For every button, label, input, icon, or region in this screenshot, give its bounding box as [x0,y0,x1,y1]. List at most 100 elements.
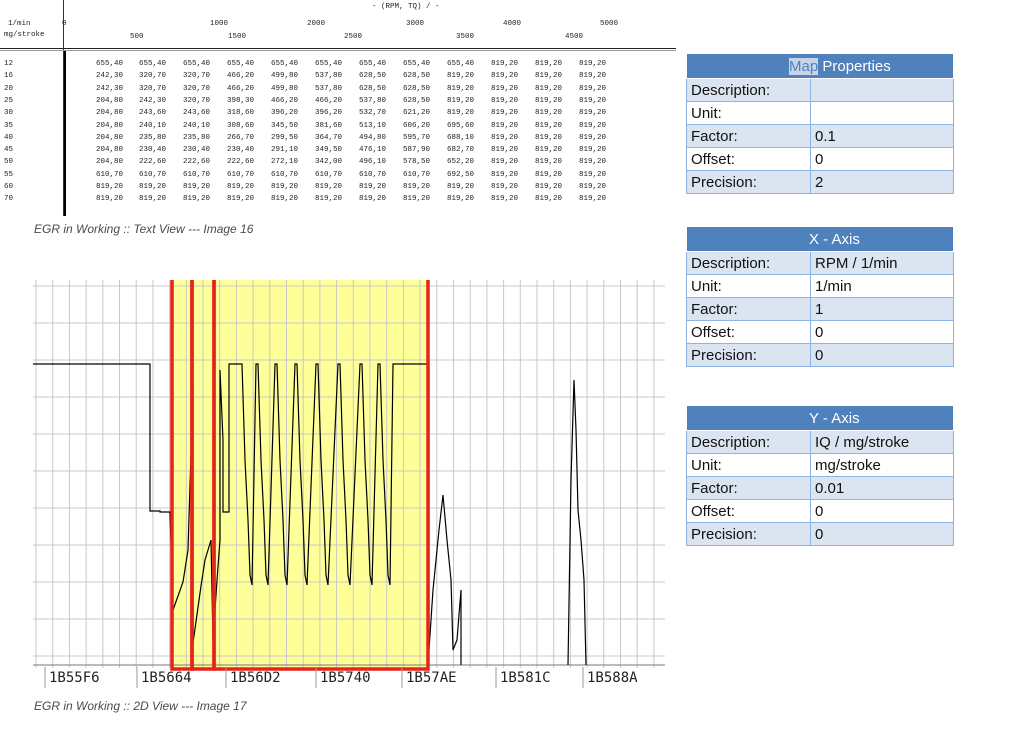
x-axis-title: X - Axis [686,226,954,252]
row-axis-divider [63,0,64,216]
property-key: Unit: [686,274,811,298]
table-cell: 819,20 [578,121,606,130]
table-cell: 819,20 [446,195,474,204]
table-cell: 628,50 [402,84,430,93]
table-cell: 819,20 [534,72,562,81]
table-cell: 610,70 [402,170,430,179]
table-cell: 655,40 [402,60,430,68]
table-cell: 499,80 [270,84,298,93]
rpm-tick-top: 3000 [406,20,425,28]
table-cell: 466,20 [226,72,254,81]
table-cell: 819,20 [446,183,474,191]
table-cell: 364,70 [314,133,342,142]
table-cell: 628,50 [402,96,430,105]
table-cell: 819,20 [314,195,342,204]
table-cell: 610,70 [95,170,123,179]
header-divider-secondary [0,50,676,51]
table-cell: 819,20 [490,195,518,204]
property-row: Precision: 0 [686,343,954,367]
address-label: 1B588A [587,670,638,686]
row-label: 45 [4,146,14,155]
property-key: Factor: [686,124,811,148]
property-value: 0 [810,147,954,171]
address-label: 1B57AE [406,670,457,686]
address-label: 1B5740 [320,670,371,686]
table-cell: 610,70 [138,170,166,179]
table-cell: 537,80 [314,72,342,81]
table-cell: 819,20 [226,195,254,204]
table-cell: 819,20 [578,60,606,68]
table-cell: 819,20 [534,109,562,118]
table-cell: 204,80 [95,121,123,130]
table-cell: 819,20 [138,195,166,204]
table-cell: 242,30 [138,96,166,105]
table-cell: 513,10 [358,121,386,130]
table-cell: 466,20 [226,84,254,93]
view-2d-caption: EGR in Working :: 2D View --- Image 17 [34,699,247,713]
row-label: 60 [4,183,14,191]
table-cell: 819,20 [226,183,254,191]
property-key: Unit: [686,101,811,125]
row-label: 50 [4,158,14,167]
table-cell: 242,30 [95,84,123,93]
property-key: Factor: [686,297,811,321]
table-cell: 819,20 [578,133,606,142]
property-value: 0.1 [810,124,954,148]
table-cell: 819,20 [314,183,342,191]
table-cell: 819,20 [182,183,210,191]
table-cell: 655,40 [358,60,386,68]
rpm-tick-bottom: 2500 [344,33,363,41]
table-cell: 655,40 [314,60,342,68]
table-cell: 204,80 [95,133,123,142]
property-value [810,101,954,125]
table-cell: 610,70 [226,170,254,179]
table-cell: 299,50 [270,133,298,142]
map-properties-table: Map Properties Description: Unit: Factor: 0… [686,53,954,194]
table-cell: 819,20 [358,183,386,191]
property-row: Precision: 2 [686,170,954,194]
table-cell: 655,40 [182,60,210,68]
table-cell: 819,20 [578,195,606,204]
table-cell: 320,70 [138,84,166,93]
property-key: Unit: [686,453,811,477]
address-label: 1B5664 [141,670,192,686]
address-label: 1B55F6 [49,670,100,686]
property-value: mg/stroke [810,453,954,477]
table-cell: 610,70 [270,170,298,179]
table-cell: 819,20 [490,170,518,179]
table-cell: 476,10 [358,146,386,155]
table-cell: 320,70 [182,84,210,93]
table-cell: 819,20 [578,158,606,167]
table-cell: 466,20 [314,96,342,105]
property-value: 0 [810,343,954,367]
property-key: Precision: [686,522,811,546]
property-key: Description: [686,430,811,454]
property-row: Unit: 1/min [686,274,954,298]
table-cell: 655,40 [446,60,474,68]
selection-box [212,280,430,671]
property-key: Description: [686,78,811,102]
table-cell: 204,80 [95,146,123,155]
table-cell: 819,20 [402,195,430,204]
table-cell: 628,50 [358,84,386,93]
table-cell: 819,20 [446,96,474,105]
table-cell: 621,20 [402,109,430,118]
table-cell: 819,20 [534,121,562,130]
property-key: Precision: [686,170,811,194]
table-cell: 204,80 [95,96,123,105]
table-cell: 537,80 [358,96,386,105]
data-trace [33,363,587,666]
y-axis-table: Y - Axis Description: IQ / mg/stroke Unit:… [686,405,954,546]
table-cell: 610,70 [358,170,386,179]
property-row: Factor: 0.01 [686,476,954,500]
table-cell: 819,20 [358,195,386,204]
table-cell: 688,10 [446,133,474,142]
y-axis-title: Y - Axis [686,405,954,431]
table-cell: 819,20 [182,195,210,204]
header-divider [0,48,676,49]
table-cell: 819,20 [490,109,518,118]
table-cell: 819,20 [534,96,562,105]
table-cell: 819,20 [490,133,518,142]
rpm-tick-bottom: 3500 [456,33,475,41]
table-cell: 819,20 [490,121,518,130]
